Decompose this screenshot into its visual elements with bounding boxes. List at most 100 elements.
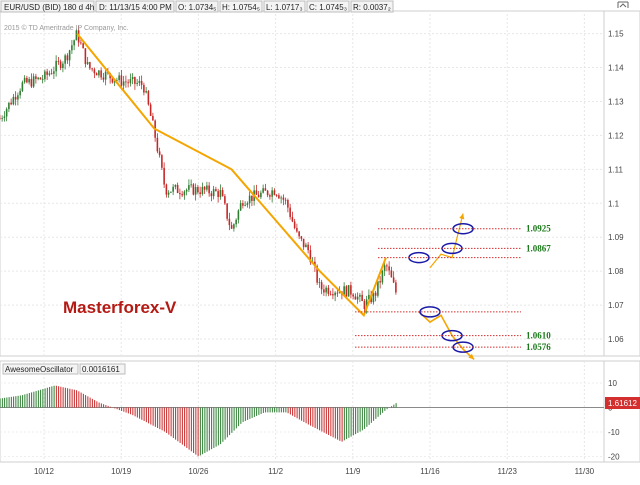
- candle-body: [221, 190, 224, 197]
- candle-body: [323, 289, 325, 293]
- candle-body: [125, 81, 127, 83]
- candle-body: [206, 185, 208, 190]
- candle-body: [10, 102, 12, 105]
- candle-body: [264, 188, 267, 191]
- candle-body: [372, 292, 375, 303]
- candle-body: [192, 184, 195, 195]
- candle-body: [271, 190, 273, 197]
- candle-body: [93, 69, 96, 74]
- candle-body: [388, 266, 390, 271]
- candle-body: [260, 192, 262, 198]
- candle-body: [203, 186, 206, 190]
- candle-body: [273, 190, 276, 195]
- candle-body: [98, 70, 100, 76]
- header-symbol-box[interactable]: [0, 0, 95, 13]
- x-tick-label: 10/19: [111, 467, 132, 476]
- candle-body: [75, 30, 78, 41]
- candle-body: [104, 71, 107, 80]
- candle-body: [329, 293, 332, 295]
- candle-body: [183, 191, 186, 196]
- header-low-box: [263, 0, 306, 13]
- candle-body: [363, 301, 366, 309]
- candle-body: [89, 62, 91, 69]
- oscillator-title: AwesomeOscillator: [5, 365, 74, 374]
- candle-body: [233, 224, 235, 229]
- candle-body: [226, 203, 228, 219]
- candle-body: [134, 77, 136, 84]
- candle-body: [217, 191, 219, 197]
- candle-body: [118, 75, 120, 81]
- y-tick-label: 1.11: [608, 165, 624, 174]
- expand-icon[interactable]: [617, 1, 629, 8]
- candle-body: [336, 292, 339, 294]
- level-label: 1.0925: [526, 224, 551, 234]
- x-tick-label: 10/12: [34, 467, 55, 476]
- candle-body: [122, 81, 125, 86]
- oscillator-title-box[interactable]: [2, 363, 79, 375]
- candle-body: [199, 192, 201, 195]
- candle-body: [377, 281, 379, 296]
- candle-body: [147, 91, 150, 105]
- candle-body: [156, 137, 159, 152]
- header-close: C: 1.0745₃: [309, 3, 347, 12]
- candle-body: [251, 195, 253, 201]
- candle-body: [201, 186, 204, 195]
- candle-body: [3, 116, 6, 118]
- candle-body: [197, 187, 199, 193]
- candle-body: [305, 244, 307, 248]
- y-tick-label: 1.15: [608, 30, 624, 39]
- y-tick-label: 1.08: [608, 267, 624, 276]
- candle-body: [23, 77, 26, 83]
- candle-body: [0, 118, 1, 120]
- candle-body: [131, 77, 134, 80]
- candle-body: [179, 192, 181, 195]
- oscillator-axis: [603, 360, 640, 463]
- candle-body: [239, 203, 242, 211]
- candle-body: [64, 55, 66, 64]
- y-tick-label: 1.1: [608, 199, 620, 208]
- candle-body: [284, 199, 287, 201]
- candle-body: [57, 60, 60, 62]
- candle-body: [48, 73, 51, 75]
- candle-body: [41, 79, 44, 80]
- candle-body: [242, 203, 244, 206]
- candle-body: [356, 296, 359, 300]
- candle-body: [127, 82, 129, 84]
- header-open: O: 1.0734₅: [178, 3, 216, 12]
- candle-body: [246, 203, 249, 205]
- x-tick-label: 11/30: [575, 467, 595, 476]
- candle-body: [136, 82, 138, 84]
- candle-body: [395, 282, 397, 293]
- x-tick-label: 11/23: [497, 467, 517, 476]
- candle-body: [215, 189, 217, 192]
- candle-body: [71, 45, 73, 51]
- candle-body: [262, 188, 264, 193]
- candles: [0, 26, 397, 314]
- level-label: 1.0867: [526, 243, 551, 253]
- osc-y-tick-label: -20: [608, 453, 620, 462]
- price-panel: [0, 10, 605, 357]
- candle-body: [275, 194, 278, 196]
- candle-body: [237, 210, 240, 220]
- candle-body: [345, 286, 348, 297]
- candle-body: [161, 155, 163, 168]
- candle-body: [266, 190, 269, 196]
- candle-body: [95, 73, 98, 76]
- candle-body: [111, 78, 114, 83]
- candle-body: [176, 184, 179, 193]
- projection-down-line: [418, 311, 475, 360]
- candle-body: [181, 194, 183, 196]
- candle-body: [37, 77, 39, 79]
- candle-body: [188, 185, 190, 190]
- candle-body: [167, 192, 170, 195]
- y-tick-label: 1.09: [608, 233, 624, 242]
- y-tick-label: 1.14: [608, 64, 624, 73]
- candle-body: [390, 270, 393, 278]
- candle-body: [314, 261, 316, 267]
- candle-body: [194, 187, 197, 195]
- y-tick-label: 1.13: [608, 97, 624, 106]
- candle-body: [230, 225, 233, 229]
- candle-body: [255, 190, 258, 195]
- candle-body: [327, 287, 330, 294]
- candle-body: [73, 40, 75, 46]
